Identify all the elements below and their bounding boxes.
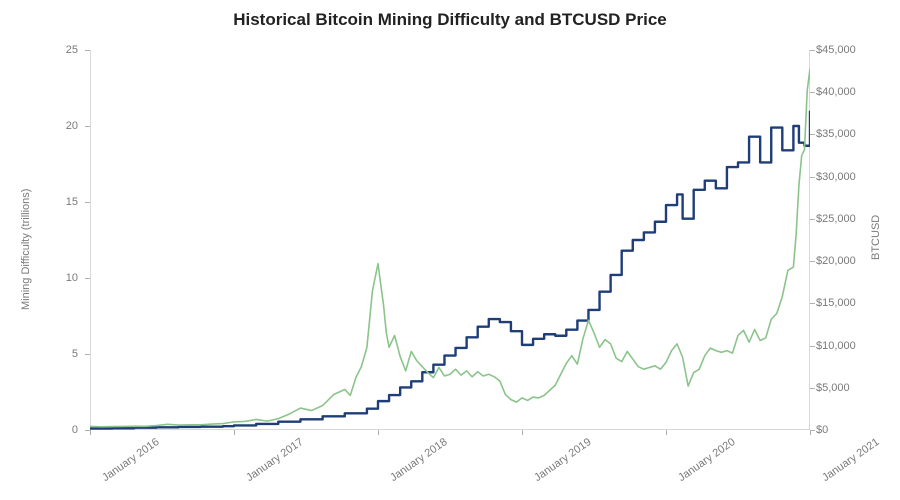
x-tick-mark — [810, 430, 811, 435]
y-right-tick-label: $25,000 — [816, 213, 856, 225]
x-ticks: January 2016 January 2017 January 2018 Janu… — [90, 436, 810, 496]
chart-title: Historical Bitcoin Mining Difficulty and… — [0, 10, 900, 30]
y-left-tick-mark — [85, 50, 90, 51]
y-left-tick-label: 25 — [66, 44, 78, 56]
y-right-tick-mark — [810, 219, 815, 220]
y-right-tick-mark — [810, 50, 815, 51]
y-right-tick-mark — [810, 388, 815, 389]
y-right-tick-label: $30,000 — [816, 171, 856, 183]
x-tick-label: January 2019 — [532, 436, 593, 484]
y-right-tick-label: $40,000 — [816, 86, 856, 98]
y-right-tick-label: $0 — [816, 424, 828, 436]
x-tick-mark — [522, 430, 523, 435]
x-tick-label: January 2016 — [100, 436, 161, 484]
x-tick-label: January 2018 — [388, 436, 449, 484]
x-tick-label: January 2021 — [820, 436, 881, 484]
x-tick-mark — [378, 430, 379, 435]
y-right-tick-label: $45,000 — [816, 44, 856, 56]
x-tick-mark — [234, 430, 235, 435]
y-right-tick-label: $15,000 — [816, 297, 856, 309]
y-right-tick-label: $10,000 — [816, 340, 856, 352]
y-left-tick-mark — [85, 126, 90, 127]
y-right-tick-mark — [810, 346, 815, 347]
x-tick-mark — [90, 430, 91, 435]
chart-container: Historical Bitcoin Mining Difficulty and… — [0, 0, 900, 500]
x-tick-mark — [666, 430, 667, 435]
y-left-tick-mark — [85, 278, 90, 279]
y-right-tick-mark — [810, 134, 815, 135]
y-left-tick-label: 15 — [66, 196, 78, 208]
x-tick-label: January 2020 — [676, 436, 737, 484]
btcusd-series-line — [90, 69, 810, 427]
plot-svg — [90, 50, 810, 430]
y-left-tick-label: 20 — [66, 120, 78, 132]
y-left-tick-label: 0 — [72, 424, 78, 436]
difficulty-series-line — [90, 111, 810, 429]
y-right-tick-label: $35,000 — [816, 128, 856, 140]
y-left-tick-mark — [85, 354, 90, 355]
y-left-tick-mark — [85, 202, 90, 203]
y-left-ticks: 0510152025 — [0, 50, 90, 430]
x-tick-label: January 2017 — [244, 436, 305, 484]
y-right-tick-label: $5,000 — [816, 382, 850, 394]
y-right-tick-label: $20,000 — [816, 255, 856, 267]
y-right-ticks: $0$5,000$10,000$15,000$20,000$25,000$30,… — [810, 50, 890, 430]
y-right-tick-mark — [810, 92, 815, 93]
y-right-tick-mark — [810, 177, 815, 178]
plot-area — [90, 50, 810, 430]
y-right-tick-mark — [810, 303, 815, 304]
y-right-tick-mark — [810, 261, 815, 262]
y-left-tick-label: 10 — [66, 272, 78, 284]
y-left-tick-label: 5 — [72, 348, 78, 360]
